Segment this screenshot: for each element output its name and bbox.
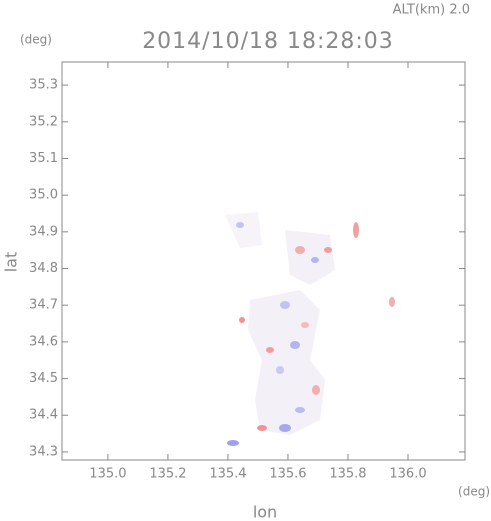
x-tick-label: 136.0 (389, 467, 426, 482)
chart-title: 2014/10/18 18:28:03 (142, 29, 394, 54)
y-tick-label: 35.1 (29, 151, 58, 166)
echo (295, 246, 305, 254)
echo (389, 297, 395, 307)
radar-echoes (225, 212, 395, 446)
x-tick-label: 135.2 (149, 467, 186, 482)
x-axis-label: lon (253, 503, 277, 521)
y-axis-label: lat (2, 252, 21, 273)
echo-area (248, 290, 325, 435)
echo (312, 385, 320, 395)
echo (236, 222, 244, 228)
plot-frame (61, 61, 466, 461)
echo (279, 424, 291, 432)
x-unit: (deg) (458, 485, 490, 499)
x-tick-label: 135.4 (209, 467, 246, 482)
y-tick-label: 34.5 (29, 371, 58, 386)
echo-area (225, 212, 262, 248)
x-tick-label: 135.0 (89, 467, 126, 482)
echo (290, 341, 300, 349)
y-tick-label: 35.0 (29, 188, 58, 203)
echo (311, 257, 319, 263)
echo (239, 317, 245, 323)
echo (227, 440, 239, 446)
y-tick-label: 34.3 (29, 444, 58, 459)
y-tick-label: 35.2 (29, 114, 58, 129)
y-tick-label: 34.4 (29, 408, 58, 423)
echo-area (285, 230, 335, 285)
echo (353, 222, 359, 238)
y-tick-label: 35.3 (29, 78, 58, 93)
x-tick-label: 135.8 (329, 467, 366, 482)
echo (324, 247, 332, 253)
subtitle: ALT(km) 2.0 (393, 3, 470, 18)
echo (257, 425, 267, 431)
echo (280, 301, 290, 309)
echo (276, 366, 284, 374)
y-tick-label: 34.7 (29, 298, 58, 313)
y-tick-label: 34.6 (29, 334, 58, 349)
echo (295, 407, 305, 413)
x-tick-label: 135.6 (269, 467, 306, 482)
y-tick-label: 34.9 (29, 224, 58, 239)
y-unit: (deg) (20, 33, 52, 47)
echo (301, 322, 309, 328)
echo (266, 347, 274, 353)
y-tick-label: 34.8 (29, 261, 58, 276)
